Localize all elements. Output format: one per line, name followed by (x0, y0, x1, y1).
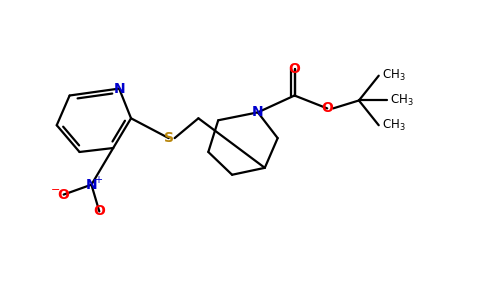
Text: N: N (113, 82, 125, 96)
Text: CH$_3$: CH$_3$ (382, 118, 406, 133)
Text: N: N (252, 105, 264, 119)
Text: S: S (164, 131, 174, 145)
Text: −: − (51, 184, 60, 195)
Text: O: O (321, 101, 333, 116)
Text: O: O (93, 204, 106, 218)
Text: N: N (86, 178, 97, 192)
Text: O: O (58, 188, 70, 202)
Text: CH$_3$: CH$_3$ (382, 68, 406, 83)
Text: CH$_3$: CH$_3$ (390, 93, 413, 108)
Text: +: + (94, 175, 102, 185)
Text: O: O (288, 62, 301, 76)
